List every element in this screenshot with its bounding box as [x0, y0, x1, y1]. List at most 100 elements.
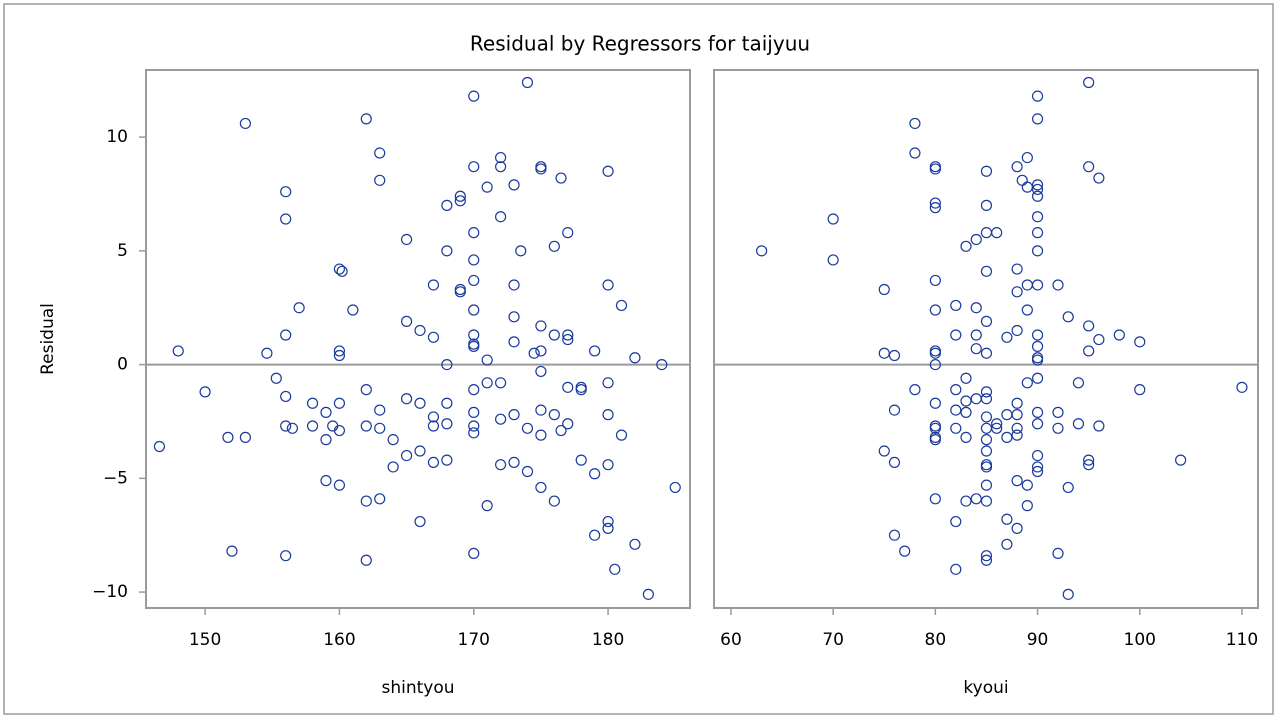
point: [400, 315, 413, 327]
x-tick-label: 60: [720, 630, 742, 650]
x-tick-label: 170: [458, 630, 490, 650]
point: [468, 406, 480, 418]
point: [991, 422, 1003, 434]
point: [495, 151, 507, 164]
point: [1031, 190, 1044, 202]
chart-title: Residual by Regressors for taijyuu: [470, 32, 810, 56]
point: [1031, 211, 1044, 223]
point: [441, 454, 453, 466]
y-tick-label: 5: [117, 241, 128, 261]
point: [515, 245, 527, 257]
point: [1021, 304, 1033, 316]
point: [929, 434, 941, 446]
point: [320, 434, 332, 446]
point: [508, 279, 520, 291]
point: [360, 113, 372, 125]
point: [1236, 381, 1248, 393]
point: [562, 333, 574, 346]
point: [909, 384, 921, 396]
point: [1052, 279, 1064, 291]
x-tick-label: 70: [822, 630, 844, 650]
point: [656, 358, 668, 371]
point: [602, 165, 614, 177]
point: [427, 420, 440, 432]
outer-border: [3, 3, 1274, 715]
point: [589, 468, 601, 480]
point: [615, 299, 628, 312]
point: [548, 409, 560, 421]
point: [270, 372, 282, 384]
point: [468, 304, 480, 316]
point: [1052, 422, 1064, 434]
point: [960, 240, 972, 252]
point: [602, 377, 614, 389]
point: [1093, 333, 1105, 346]
point: [929, 202, 941, 214]
point: [615, 429, 628, 441]
point: [1052, 406, 1064, 418]
point: [950, 299, 962, 312]
point: [1031, 449, 1044, 462]
point: [226, 545, 238, 557]
point: [286, 422, 299, 434]
point: [589, 529, 601, 541]
point: [306, 397, 319, 409]
point: [629, 352, 641, 364]
point: [909, 117, 921, 130]
point: [441, 199, 453, 211]
point: [1031, 329, 1044, 341]
point: [1031, 179, 1044, 191]
x-tick-label: 110: [1226, 630, 1258, 650]
point: [548, 495, 560, 507]
point: [454, 190, 466, 202]
y-tick-label: −5: [103, 468, 128, 488]
point: [1031, 418, 1044, 430]
point: [454, 195, 466, 207]
point: [535, 163, 547, 175]
point: [535, 429, 547, 441]
point: [508, 179, 520, 191]
point: [360, 554, 372, 566]
point: [980, 461, 993, 473]
point: [360, 420, 372, 432]
point: [481, 181, 493, 193]
point: [1134, 384, 1146, 396]
point: [441, 358, 453, 371]
point: [970, 302, 982, 314]
point: [960, 495, 972, 507]
point: [888, 349, 901, 362]
point: [970, 329, 982, 341]
point: [1011, 475, 1023, 487]
point: [333, 349, 346, 362]
point: [642, 588, 654, 600]
point: [1011, 409, 1023, 421]
point: [980, 411, 993, 423]
point: [878, 347, 890, 359]
point: [960, 395, 972, 407]
point: [878, 445, 890, 457]
point: [575, 384, 587, 396]
point: [320, 475, 332, 487]
point: [508, 456, 520, 469]
point: [280, 329, 292, 341]
point: [280, 390, 292, 403]
point: [1011, 397, 1023, 409]
point: [1113, 329, 1125, 341]
point: [427, 331, 440, 343]
point: [960, 406, 972, 418]
point: [495, 161, 507, 173]
point: [562, 329, 574, 341]
point: [1052, 547, 1064, 560]
point: [153, 440, 166, 453]
point: [548, 240, 560, 252]
x-tick-label: 180: [592, 630, 624, 650]
point: [929, 197, 941, 209]
point: [414, 515, 426, 528]
point: [468, 427, 480, 439]
point: [535, 365, 547, 378]
point: [950, 329, 962, 341]
point: [1031, 113, 1044, 125]
point: [468, 340, 480, 352]
point: [991, 418, 1003, 430]
point: [528, 347, 540, 359]
